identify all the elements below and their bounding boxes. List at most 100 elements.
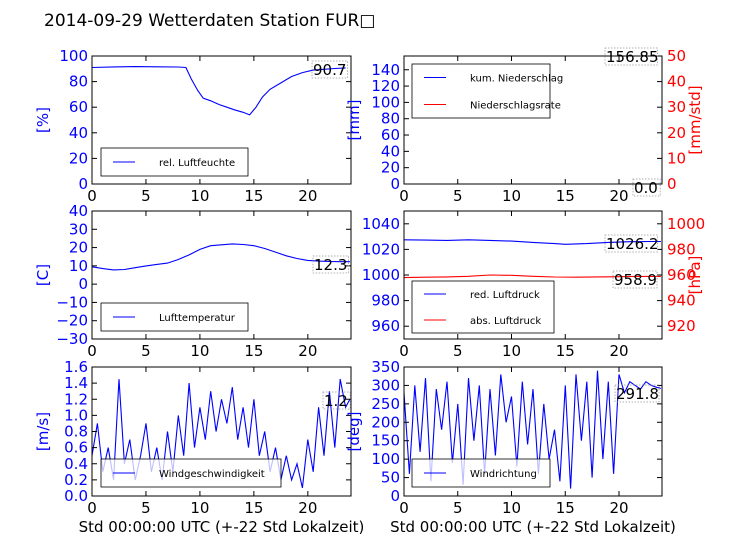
legend-entry: red. Luftdruck bbox=[470, 290, 540, 301]
x-tick-label: 20 bbox=[298, 342, 317, 360]
y2-tick-label: 980 bbox=[667, 240, 696, 258]
y-tick-label: 1000 bbox=[362, 266, 400, 284]
y-tick-label: 960 bbox=[371, 317, 400, 335]
x-tick-label: 20 bbox=[609, 499, 628, 517]
annotation-box bbox=[614, 384, 660, 403]
y2-tick-label: 30 bbox=[667, 98, 686, 116]
y2-axis-label: [mm/std] bbox=[686, 85, 704, 154]
x-tick-label: 0 bbox=[399, 342, 409, 360]
x-tick-label: 15 bbox=[556, 499, 575, 517]
x-tick-label: 5 bbox=[453, 499, 463, 517]
y-tick-label: 120 bbox=[371, 77, 400, 95]
y-tick-label: 0 bbox=[390, 175, 400, 193]
legend: red. Luftdruck abs. Luftdruck bbox=[411, 280, 555, 334]
legend: rel. Luftfeuchte bbox=[100, 147, 249, 177]
axes-frame bbox=[403, 55, 663, 185]
y-tick-label: 100 bbox=[59, 47, 88, 65]
x-tick-label: 20 bbox=[298, 499, 317, 517]
y2-tick-label: 920 bbox=[667, 317, 696, 335]
axes-frame bbox=[91, 210, 352, 340]
legend: Lufttemperatur bbox=[100, 302, 249, 332]
x-tick-label: 5 bbox=[453, 342, 463, 360]
y-tick-label: 1.6 bbox=[64, 358, 88, 376]
legend: Windrichtung bbox=[411, 458, 551, 488]
x-tick-label: 5 bbox=[141, 342, 151, 360]
annotation-value: 90.7 bbox=[313, 61, 346, 79]
annotation-value: 156.85 bbox=[606, 48, 659, 66]
x-tick-label: 20 bbox=[298, 187, 317, 205]
y-tick-label: 0 bbox=[390, 487, 400, 505]
annotation-box bbox=[311, 60, 348, 79]
y-tick-label: 0 bbox=[78, 175, 88, 193]
y-tick-label: 1.4 bbox=[64, 374, 88, 392]
series-line-pressure-1 bbox=[403, 274, 661, 279]
annotation-box bbox=[322, 391, 351, 410]
y-tick-label: 50 bbox=[381, 469, 400, 487]
x-tick-label: 5 bbox=[453, 187, 463, 205]
x-tick-label: 10 bbox=[190, 342, 209, 360]
legend-entry: Windgeschwindigkeit bbox=[159, 469, 265, 480]
y-axis-label: [m/s] bbox=[34, 412, 52, 451]
y2-tick-label: 10 bbox=[667, 149, 686, 167]
y2-tick-label: 960 bbox=[667, 266, 696, 284]
series-line-temperature-0 bbox=[91, 243, 350, 271]
y-tick-label: 60 bbox=[381, 126, 400, 144]
legend-frame bbox=[411, 63, 551, 119]
figure-title: 2014-09-29 Wetterdaten Station FUR□ bbox=[44, 11, 375, 31]
annotation-box bbox=[604, 47, 658, 66]
y-tick-label: −20 bbox=[56, 312, 88, 330]
legend-frame bbox=[411, 280, 555, 334]
x-tick-label: 15 bbox=[556, 187, 575, 205]
legend-entry: Windrichtung bbox=[470, 469, 537, 480]
y-axis-label: [C] bbox=[34, 264, 52, 286]
y2-axis-label: [hPa] bbox=[686, 256, 704, 295]
y-tick-label: 1040 bbox=[362, 215, 400, 233]
annotation-value: 1026.2 bbox=[606, 235, 659, 253]
legend-frame bbox=[100, 302, 249, 332]
y-tick-label: 30 bbox=[69, 220, 88, 238]
legend-entry: rel. Luftfeuchte bbox=[159, 158, 235, 169]
legend-entry: kum. Niederschlag bbox=[470, 74, 563, 85]
y-tick-label: 250 bbox=[371, 395, 400, 413]
x-axis-label: Std 00:00:00 UTC (+-22 Std Lokalzeit) bbox=[390, 518, 676, 536]
y-tick-label: −30 bbox=[56, 330, 88, 348]
x-tick-label: 10 bbox=[190, 499, 209, 517]
chart-pressure: 0 5 10 15 20 960 980 1000 1020 1040 920 940 960 980 10… bbox=[362, 210, 705, 360]
x-tick-label: 0 bbox=[87, 342, 97, 360]
y-tick-label: 0.0 bbox=[64, 487, 88, 505]
x-tick-label: 20 bbox=[609, 342, 628, 360]
y-tick-label: 20 bbox=[69, 239, 88, 257]
x-tick-label: 0 bbox=[87, 499, 97, 517]
y-tick-label: 40 bbox=[69, 202, 88, 220]
y-tick-label: 0 bbox=[78, 275, 88, 293]
y2-tick-label: 0 bbox=[667, 175, 677, 193]
y-tick-label: 0.4 bbox=[64, 455, 88, 473]
annotation-value: 291.8 bbox=[616, 385, 659, 403]
x-tick-label: 0 bbox=[399, 499, 409, 517]
series-line-pressure-0 bbox=[403, 239, 661, 245]
chart-humidity: 0 5 10 15 20 0 20 40 60 80 100 [%] 90.7 rel. Luftfeuc… bbox=[34, 47, 352, 205]
y-tick-label: −10 bbox=[56, 293, 88, 311]
x-tick-label: 20 bbox=[609, 187, 628, 205]
annotation-box bbox=[632, 178, 661, 197]
y-tick-label: 20 bbox=[69, 149, 88, 167]
legend: Windgeschwindigkeit bbox=[100, 458, 282, 488]
x-axis-label: Std 00:00:00 UTC (+-22 Std Lokalzeit) bbox=[79, 518, 365, 536]
y-tick-label: 200 bbox=[371, 413, 400, 431]
annotation-box bbox=[612, 270, 658, 289]
y-tick-label: 140 bbox=[371, 61, 400, 79]
x-tick-label: 5 bbox=[141, 499, 151, 517]
x-tick-label: 15 bbox=[244, 499, 263, 517]
chart-windspeed: 0 5 10 15 200.00.20.40.60.81.01.21.41.6[m/s]… bbox=[34, 358, 364, 536]
annotation-value: 0.0 bbox=[634, 179, 658, 197]
x-tick-label: 0 bbox=[399, 187, 409, 205]
x-tick-label: 0 bbox=[87, 187, 97, 205]
y-tick-label: 100 bbox=[371, 93, 400, 111]
y-axis-label: [deg] bbox=[345, 412, 363, 452]
x-tick-label: 10 bbox=[502, 187, 521, 205]
legend-entry: abs. Luftdruck bbox=[470, 316, 541, 327]
chart-precip: 0 5 10 15 2002040608010012014001020304050[mm… bbox=[345, 47, 704, 205]
